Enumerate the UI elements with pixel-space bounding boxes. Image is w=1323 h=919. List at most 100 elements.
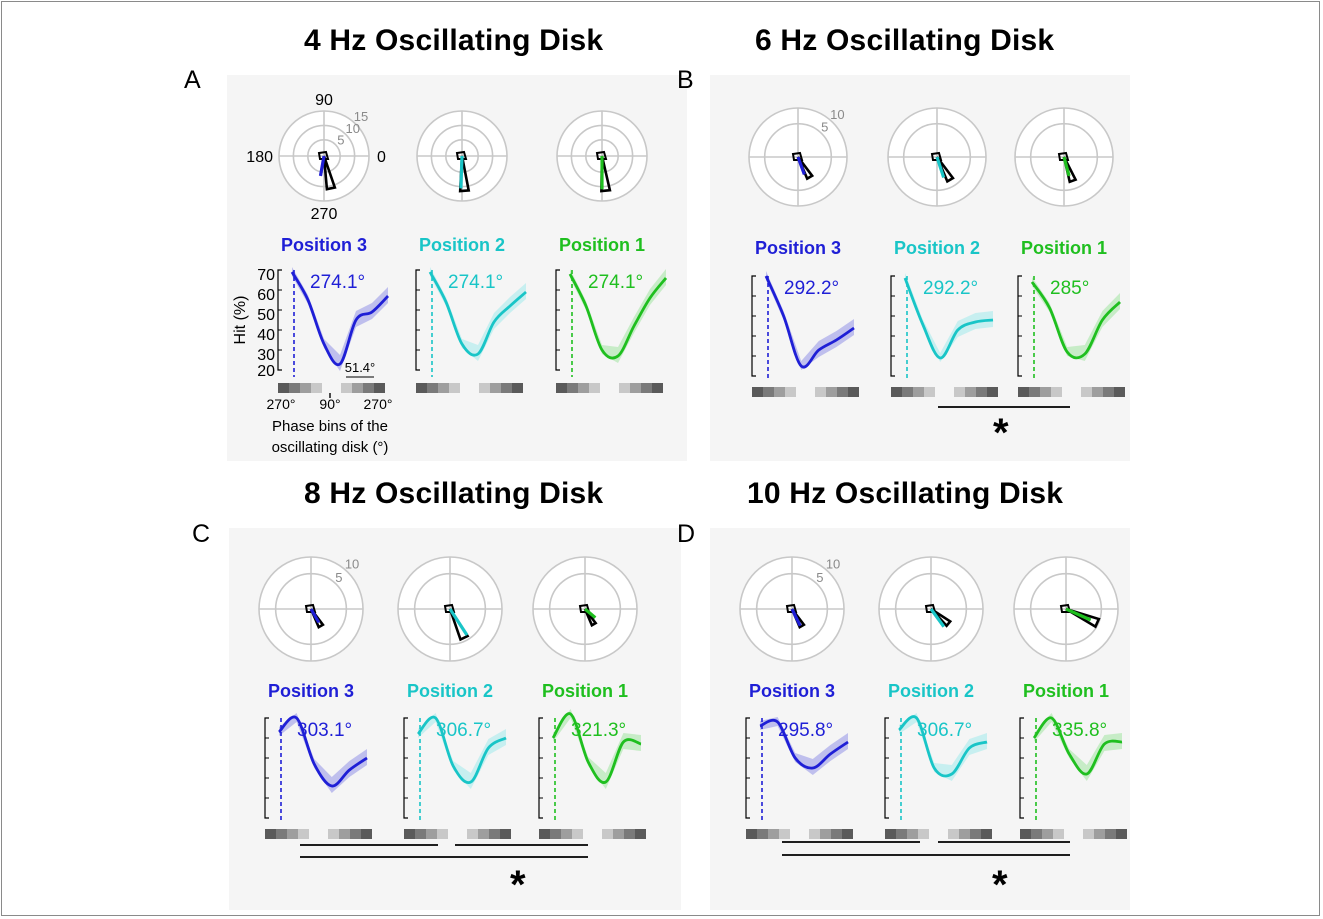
panel-d-phase-bin (842, 829, 853, 839)
panel-b-ring-label: 10 (830, 107, 844, 122)
panel-d-mean-vector-1 (790, 608, 802, 627)
panel-a-y-tick-label: 20 (257, 363, 275, 380)
panel-b-phase-bin (1051, 387, 1062, 397)
panel-d-phase-bin (779, 829, 790, 839)
panel-c-significance: * (510, 863, 526, 907)
panel-b-ring-label: 5 (821, 120, 828, 135)
panel-a-phase-bin (352, 383, 363, 393)
panel-a-phase-histogram-center (317, 150, 330, 160)
panel-a-phase-bin (363, 383, 374, 393)
panel-a-peak-label: 274.1° (448, 272, 503, 293)
panel-d-phase-histogram-center (785, 603, 798, 613)
panel-c-ring-label: 10 (345, 556, 359, 571)
panel-a-mean-vector-1 (318, 155, 326, 177)
panel-c-phase-bin (276, 829, 287, 839)
panel-a-polar-label-top: 90 (315, 92, 333, 109)
panel-d-ring-label: 5 (816, 570, 823, 585)
panel-d-error-band-3 (1034, 713, 1122, 781)
panel-c-phase-bin (602, 829, 613, 839)
panel-b-phase-histogram-center (930, 151, 943, 161)
panel-b-hit-curve-1 (764, 275, 855, 369)
panel-a-phase-bin (512, 383, 523, 393)
panel-a-phase-bin (556, 383, 567, 393)
panel-c-phase-bin (415, 829, 426, 839)
panel-a-phase-bin (427, 383, 438, 393)
panel-d-peak-label: 306.7° (917, 720, 972, 741)
panel-a-y-axis (277, 269, 282, 371)
panel-c-hit-curve-3 (551, 712, 642, 784)
panel-b-position-label: Position 2 (894, 238, 980, 258)
panel-c-phase-bin (624, 829, 635, 839)
panel-c-phase-bin (489, 829, 500, 839)
panel-b-significance: * (993, 411, 1009, 455)
panel-b-phase-bin (785, 387, 796, 397)
panel-c-phase-bin (572, 829, 583, 839)
panel-d-position-label: Position 1 (1023, 681, 1109, 701)
panel-a-phase-histogram-center (595, 150, 608, 160)
panel-b-y-axis (890, 275, 895, 377)
panel-c-position-label: Position 2 (407, 681, 493, 701)
panel-b-phase-bin (1114, 387, 1125, 397)
panel-d-y-axis (745, 717, 750, 819)
panel-d-phase-bin (1042, 829, 1053, 839)
panel-b-phase-bin (1103, 387, 1114, 397)
panel-c-hit-curve-1 (277, 715, 368, 788)
panel-a-phase-bin (490, 383, 501, 393)
panel-a-error-band-1 (292, 267, 388, 371)
panel-d-phase-bin (907, 829, 918, 839)
panel-a-y-axis (555, 269, 560, 371)
panel-c-peak-label: 306.7° (436, 720, 491, 741)
panel-c-peak-label: 321.3° (571, 720, 626, 741)
panel-a-y-tick-label: 70 (257, 267, 275, 284)
panel-d-phase-bin (746, 829, 757, 839)
panel-a-phase-bin (300, 383, 311, 393)
panel-d-mean-vector-3 (1065, 607, 1092, 622)
panel-b-phase-bin (954, 387, 965, 397)
panel-b-hit-curve-2 (903, 277, 994, 360)
panel-b-phase-bin (1040, 387, 1051, 397)
panel-b-peak-label: 292.2° (784, 278, 839, 299)
panel-b-phase-bin (1092, 387, 1103, 397)
panel-d-y-axis (884, 717, 889, 819)
panel-a-hit-curve-1 (290, 271, 390, 367)
panel-b-letter: B (677, 66, 694, 94)
panel-b-phase-histogram-center (1057, 151, 1070, 161)
panel-a-peak-label: 274.1° (310, 272, 365, 293)
panel-c-error-band-2 (418, 713, 506, 789)
panel-a-x-tick-label: 270° (364, 396, 393, 412)
panel-c-phase-bin (328, 829, 339, 839)
panel-c-phase-bin (404, 829, 415, 839)
panel-a-y-tick-label: 60 (257, 287, 275, 304)
panel-d-phase-histogram-3 (1065, 607, 1101, 629)
panel-b-phase-bin (987, 387, 998, 397)
panel-a-phase-bin (278, 383, 289, 393)
panel-d-phase-bin (918, 829, 929, 839)
panel-a-ring-label: 5 (337, 133, 344, 148)
panel-c-mean-vector-2 (448, 608, 469, 637)
panel-a-position-label: Position 3 (281, 235, 367, 255)
panel-c-phase-histogram-3 (583, 608, 598, 628)
panel-c-y-axis (403, 717, 408, 819)
panel-a-phase-bin (589, 383, 600, 393)
panel-a-y-axis-label: Hit (%) (232, 296, 249, 345)
panel-a-phase-bin (438, 383, 449, 393)
panel-a-x-tick-label: 270° (267, 396, 296, 412)
panel-b-y-axis (1017, 275, 1022, 377)
panel-c-hit-curve-2 (416, 715, 507, 784)
panel-a-y-axis (415, 269, 420, 371)
panel-d-phase-bin (757, 829, 768, 839)
panel-c-phase-bin (265, 829, 276, 839)
panel-b-phase-bin (976, 387, 987, 397)
panel-c-position-label: Position 1 (542, 681, 628, 701)
panel-a-letter: A (184, 66, 201, 94)
panel-d-phase-bin (768, 829, 779, 839)
panel-a-phase-bin (311, 383, 322, 393)
panel-a-peak-label: 274.1° (588, 272, 643, 293)
panel-d-phase-bin (1020, 829, 1031, 839)
panel-a-phase-bin (501, 383, 512, 393)
panel-a-polar-label-right: 0 (377, 149, 386, 166)
panel-b-mean-vector-3 (1062, 156, 1071, 177)
panel-b-phase-bin (902, 387, 913, 397)
panel-a-phase-bin (641, 383, 652, 393)
panel-d-title: 10 Hz Oscillating Disk (747, 477, 1064, 510)
